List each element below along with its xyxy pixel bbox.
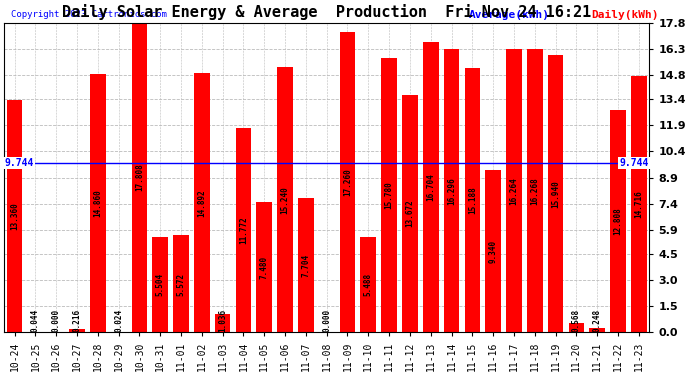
Title: Daily Solar Energy & Average  Production  Fri Nov 24 16:21: Daily Solar Energy & Average Production …	[62, 4, 591, 20]
Text: 16.264: 16.264	[509, 177, 518, 205]
Bar	[631, 76, 647, 332]
Bar	[173, 236, 189, 332]
Bar	[569, 322, 584, 332]
Text: 11.772: 11.772	[239, 216, 248, 244]
Bar	[548, 55, 563, 332]
Text: 14.860: 14.860	[93, 189, 102, 217]
Bar	[589, 328, 605, 332]
Text: 9.744: 9.744	[4, 158, 34, 168]
Text: 14.716: 14.716	[634, 190, 643, 218]
Text: 9.744: 9.744	[620, 158, 649, 168]
Bar	[423, 42, 439, 332]
Text: 13.672: 13.672	[406, 200, 415, 227]
Text: 0.248: 0.248	[593, 308, 602, 332]
Text: Copyright 2023 Cartronics.com: Copyright 2023 Cartronics.com	[10, 10, 166, 20]
Text: 14.892: 14.892	[197, 189, 206, 217]
Text: 17.808: 17.808	[135, 164, 144, 191]
Bar	[402, 94, 417, 332]
Text: 0.000: 0.000	[52, 308, 61, 332]
Text: 15.240: 15.240	[281, 186, 290, 214]
Bar	[7, 100, 22, 332]
Bar	[527, 50, 542, 332]
Text: 16.296: 16.296	[447, 177, 456, 204]
Bar	[339, 32, 355, 332]
Text: 5.572: 5.572	[177, 272, 186, 296]
Bar	[485, 170, 501, 332]
Text: Average(kWh): Average(kWh)	[469, 10, 549, 20]
Text: 15.940: 15.940	[551, 180, 560, 208]
Bar	[90, 74, 106, 332]
Text: 7.480: 7.480	[259, 256, 268, 279]
Bar	[610, 110, 626, 332]
Text: 17.260: 17.260	[343, 168, 352, 196]
Bar	[444, 49, 460, 332]
Bar	[382, 58, 397, 332]
Bar	[132, 22, 147, 332]
Bar	[506, 50, 522, 332]
Text: 9.340: 9.340	[489, 240, 497, 263]
Bar	[360, 237, 376, 332]
Text: 15.780: 15.780	[384, 181, 393, 209]
Text: 0.000: 0.000	[322, 308, 331, 332]
Text: 0.044: 0.044	[31, 308, 40, 332]
Text: 5.504: 5.504	[156, 273, 165, 296]
Text: 16.268: 16.268	[530, 177, 540, 205]
Text: 16.704: 16.704	[426, 173, 435, 201]
Bar	[69, 328, 85, 332]
Text: 1.036: 1.036	[218, 308, 227, 332]
Text: 0.568: 0.568	[572, 308, 581, 332]
Text: 0.024: 0.024	[114, 308, 123, 332]
Text: 12.808: 12.808	[613, 207, 622, 235]
Text: Daily(kWh): Daily(kWh)	[591, 10, 659, 20]
Text: 0.216: 0.216	[72, 308, 81, 332]
Text: 13.360: 13.360	[10, 202, 19, 230]
Bar	[152, 237, 168, 332]
Bar	[257, 202, 272, 332]
Text: 5.488: 5.488	[364, 273, 373, 296]
Bar	[277, 67, 293, 332]
Text: 15.188: 15.188	[468, 186, 477, 214]
Bar	[215, 314, 230, 332]
Bar	[298, 198, 314, 332]
Bar	[464, 68, 480, 332]
Bar	[194, 74, 210, 332]
Text: 7.704: 7.704	[302, 254, 310, 277]
Bar	[236, 128, 251, 332]
